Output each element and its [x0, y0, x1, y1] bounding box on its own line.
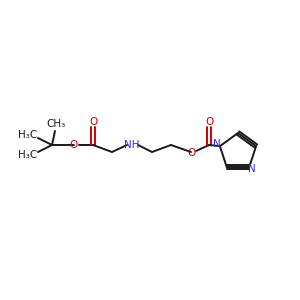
Text: O: O — [205, 117, 213, 127]
Text: NH: NH — [124, 140, 140, 150]
Text: O: O — [70, 140, 78, 150]
Text: N: N — [248, 164, 256, 174]
Text: N: N — [213, 139, 221, 149]
Text: O: O — [187, 148, 195, 158]
Text: CH₃: CH₃ — [46, 119, 66, 129]
Text: O: O — [89, 117, 97, 127]
Text: H₃C: H₃C — [18, 130, 38, 140]
Text: H₃C: H₃C — [18, 150, 38, 160]
